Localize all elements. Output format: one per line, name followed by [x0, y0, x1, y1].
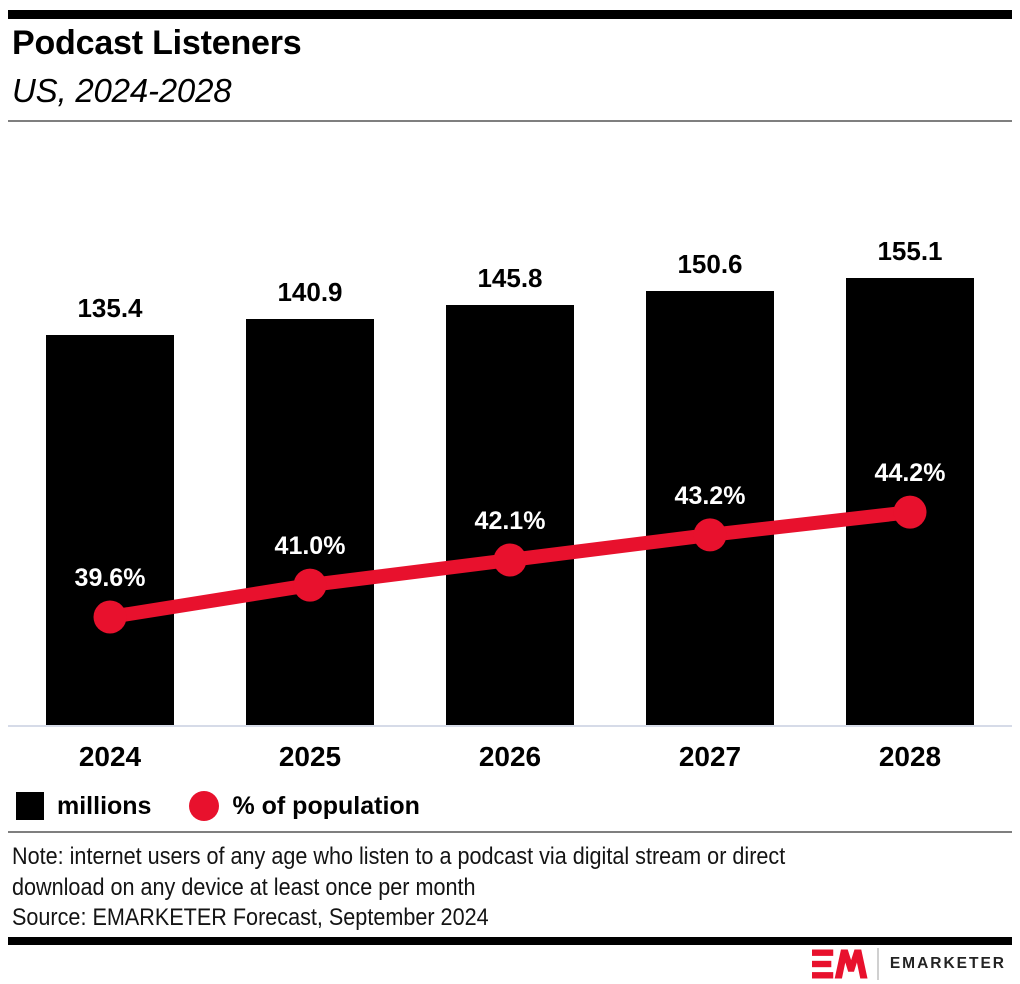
legend-divider [8, 831, 1012, 833]
legend-item-0: millions [16, 792, 151, 821]
x-axis-label-2026: 2026 [478, 741, 542, 772]
bar-value-label-2028: 155.1 [877, 236, 943, 266]
note-line-2: download on any device at least once per… [12, 873, 476, 901]
bar-value-label-2025: 140.9 [277, 276, 343, 307]
page-title: Podcast Listeners [12, 24, 302, 62]
chart-notes: Note: internet users of any age who list… [12, 842, 1002, 934]
bar-2028 [846, 278, 974, 725]
line-marker-2025 [293, 568, 327, 602]
legend-swatch-circle-icon [189, 791, 220, 821]
line-path [103, 505, 917, 624]
brand-name: EMARKETER [889, 954, 1006, 972]
page-subtitle: US, 2024-2028 [12, 72, 232, 109]
bar-value-label-2027: 150.6 [677, 248, 743, 279]
x-axis-line [8, 725, 1012, 727]
top-black-bar [8, 10, 1012, 19]
line-marker-2024 [93, 600, 127, 634]
x-axis-label-2025: 2025 [278, 741, 342, 772]
bar-2024 [46, 334, 174, 725]
line-marker-2026 [493, 543, 527, 577]
line-value-label-2027: 43.2% [674, 481, 746, 510]
line-value-label-2025: 41.0% [274, 532, 346, 561]
x-axis-label-2024: 2024 [78, 741, 142, 772]
legend-label-1: % of population [232, 791, 420, 820]
legend-item-1: % of population [189, 791, 420, 821]
x-axis-label-2028: 2028 [878, 741, 942, 772]
bar-value-label-2026: 145.8 [477, 262, 543, 293]
line-value-label-2024: 39.6% [74, 564, 146, 592]
line-marker-2027 [693, 518, 727, 552]
logo-divider [876, 947, 879, 980]
bar-2026 [446, 304, 574, 725]
chart-legend: millions % of population [16, 791, 420, 821]
note-line-1: Note: internet users of any age who list… [12, 843, 786, 870]
source-line: Source: EMARKETER Forecast, September 20… [12, 904, 489, 931]
bar-2025 [246, 318, 374, 725]
emarketer-logo-icon [811, 949, 868, 978]
header-divider [8, 120, 1012, 122]
x-axis-label-2027: 2027 [678, 741, 742, 772]
legend-label-0: millions [57, 791, 152, 820]
line-marker-2028 [893, 495, 927, 529]
line-value-label-2026: 42.1% [474, 507, 546, 535]
line-value-label-2028: 44.2% [874, 459, 946, 488]
brand-footer: EMARKETER [811, 947, 1006, 980]
bar-2027 [646, 290, 774, 725]
footer-black-bar [8, 937, 1012, 945]
bar-value-label-2024: 135.4 [77, 292, 143, 323]
legend-swatch-square-icon [16, 792, 44, 820]
